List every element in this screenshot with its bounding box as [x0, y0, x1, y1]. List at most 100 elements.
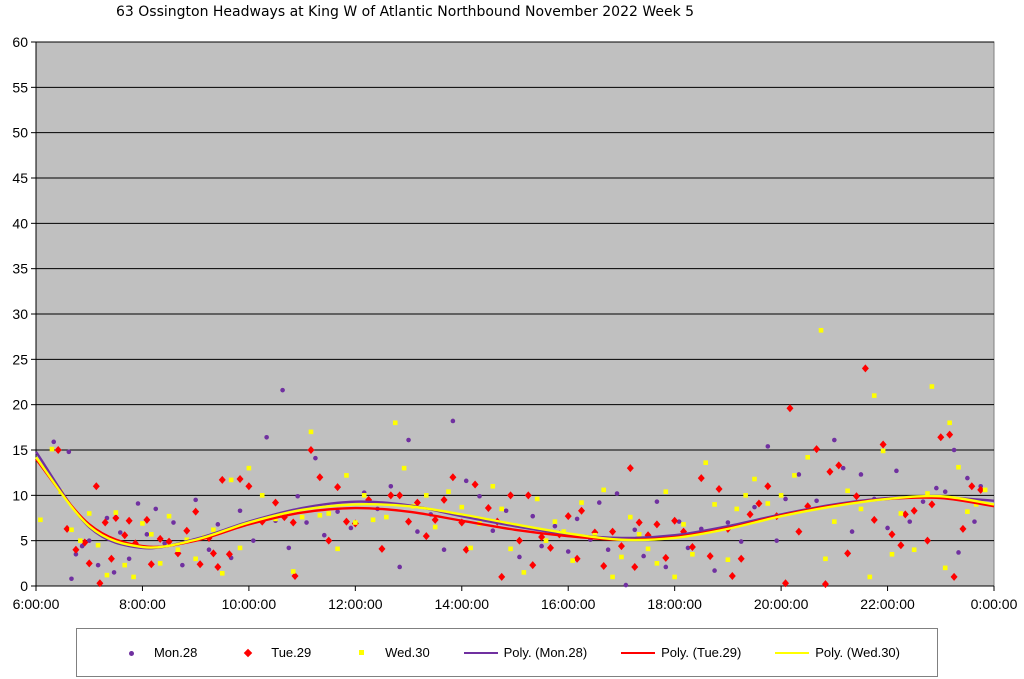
- point-mon28: [858, 472, 864, 477]
- axes: 0 5 10 15 20 25 30 35 40 45 50 55 60 6:00:00 8:00:00 10…: [12, 34, 1017, 612]
- point-tue29: [786, 404, 794, 413]
- point-wed30: [579, 500, 584, 505]
- point-tue29: [617, 542, 625, 551]
- point-tue29: [125, 516, 133, 525]
- y-tick-label: 30: [12, 306, 28, 322]
- point-tue29: [225, 550, 233, 559]
- point-mon28: [295, 493, 300, 499]
- point-tue29: [923, 536, 931, 545]
- point-mon28: [752, 504, 757, 510]
- point-mon28: [849, 529, 855, 534]
- point-wed30: [947, 420, 952, 426]
- point-wed30: [219, 571, 225, 576]
- point-wed30: [184, 537, 190, 543]
- point-tue29: [928, 500, 936, 509]
- legend-item-poly-tue29: Poly. (Tue.29): [621, 645, 741, 660]
- point-wed30: [299, 514, 305, 520]
- point-mon28: [614, 491, 620, 496]
- point-tue29: [578, 506, 586, 515]
- point-tue29: [950, 572, 958, 581]
- point-wed30: [432, 524, 438, 530]
- point-wed30: [942, 565, 948, 571]
- point-tue29: [507, 491, 515, 500]
- point-tue29: [697, 474, 705, 483]
- point-tue29: [529, 561, 537, 570]
- point-mon28: [965, 475, 970, 481]
- point-mon28: [654, 499, 660, 504]
- point-wed30: [690, 551, 695, 557]
- legend-swatch-poly-wed30: [775, 647, 810, 659]
- point-tue29: [85, 559, 93, 568]
- y-tick-label: 25: [12, 351, 28, 367]
- point-tue29: [405, 517, 413, 526]
- legend-swatch-tue29: [231, 647, 265, 659]
- point-tue29: [662, 553, 670, 562]
- point-tue29: [156, 534, 164, 543]
- point-tue29: [901, 510, 909, 519]
- point-tue29: [764, 482, 772, 491]
- point-mon28: [95, 562, 101, 568]
- point-mon28: [304, 520, 309, 525]
- point-mon28: [51, 439, 57, 445]
- point-mon28: [348, 525, 354, 531]
- point-wed30: [490, 483, 496, 489]
- y-tick-label: 0: [20, 578, 28, 594]
- point-tue29: [821, 580, 829, 589]
- point-wed30: [508, 546, 513, 552]
- point-tue29: [334, 483, 342, 492]
- point-wed30: [552, 519, 558, 524]
- point-mon28: [517, 554, 522, 560]
- point-wed30: [965, 509, 970, 514]
- point-wed30: [610, 574, 615, 580]
- point-tue29: [515, 536, 523, 545]
- point-wed30: [149, 532, 154, 537]
- point-wed30: [246, 465, 252, 471]
- y-tick-label: 55: [12, 79, 28, 95]
- point-tue29: [143, 515, 151, 524]
- point-tue29: [888, 530, 896, 539]
- point-mon28: [206, 547, 212, 553]
- point-mon28: [66, 449, 72, 455]
- legend-swatch-poly-mon28: [463, 647, 498, 659]
- point-mon28: [313, 455, 318, 461]
- point-wed30: [49, 446, 55, 452]
- scatter-points: [38, 328, 988, 589]
- point-wed30: [925, 491, 930, 496]
- point-wed30: [122, 562, 128, 568]
- legend-label-tue29: Tue.29: [271, 645, 312, 660]
- point-mon28: [69, 576, 74, 582]
- point-tue29: [342, 517, 350, 526]
- point-wed30: [956, 464, 961, 470]
- point-mon28: [796, 472, 802, 477]
- legend-label-poly-mon28: Poly. (Mon.28): [503, 645, 588, 660]
- point-mon28: [450, 418, 456, 424]
- y-tick-label: 60: [12, 34, 28, 50]
- point-mon28: [832, 437, 837, 443]
- point-mon28: [885, 525, 890, 531]
- point-tue29: [959, 524, 967, 533]
- point-mon28: [738, 539, 744, 544]
- point-wed30: [521, 570, 527, 575]
- point-tue29: [795, 527, 803, 536]
- point-tue29: [631, 562, 639, 571]
- point-wed30: [880, 448, 886, 454]
- legend-item-tue29: Tue.29: [231, 645, 311, 660]
- point-tue29: [706, 552, 714, 561]
- chart-title: 63 Ossington Headways at King W of Atlan…: [116, 4, 695, 20]
- point-wed30: [499, 506, 504, 512]
- x-tick-label: 6:00:00: [13, 596, 60, 612]
- point-mon28: [632, 527, 638, 533]
- point-tue29: [471, 480, 479, 489]
- point-tue29: [897, 541, 905, 550]
- point-mon28: [552, 523, 558, 529]
- point-tue29: [600, 562, 608, 571]
- point-mon28: [144, 532, 150, 537]
- point-tue29: [462, 545, 470, 554]
- point-wed30: [867, 574, 873, 580]
- point-mon28: [605, 547, 611, 553]
- point-wed30: [645, 546, 651, 552]
- point-tue29: [844, 549, 852, 558]
- point-wed30: [86, 511, 92, 516]
- point-tue29: [291, 572, 299, 581]
- point-wed30: [211, 527, 216, 533]
